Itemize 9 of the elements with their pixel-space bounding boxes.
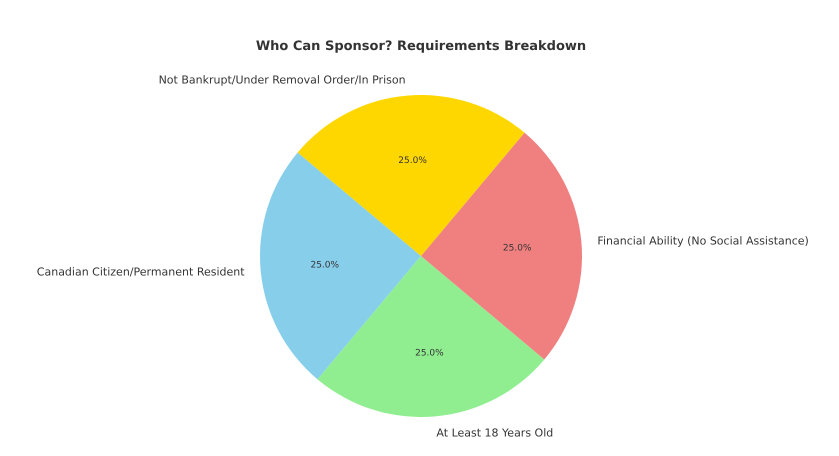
chart-title: Who Can Sponsor? Requirements Breakdown — [256, 39, 586, 54]
slice-label: Financial Ability (No Social Assistance) — [597, 234, 809, 248]
data-label: 25.0% — [398, 156, 428, 166]
slice-label: Canadian Citizen/Permanent Resident — [36, 265, 246, 278]
slice-label: Not Bankrupt/Under Removal Order/In Prison — [158, 73, 406, 86]
slice-label: At Least 18 Years Old — [436, 426, 554, 440]
data-label: 25.0% — [415, 348, 444, 358]
data-label: 25.0% — [502, 244, 532, 254]
data-label: 25.0% — [310, 260, 340, 271]
